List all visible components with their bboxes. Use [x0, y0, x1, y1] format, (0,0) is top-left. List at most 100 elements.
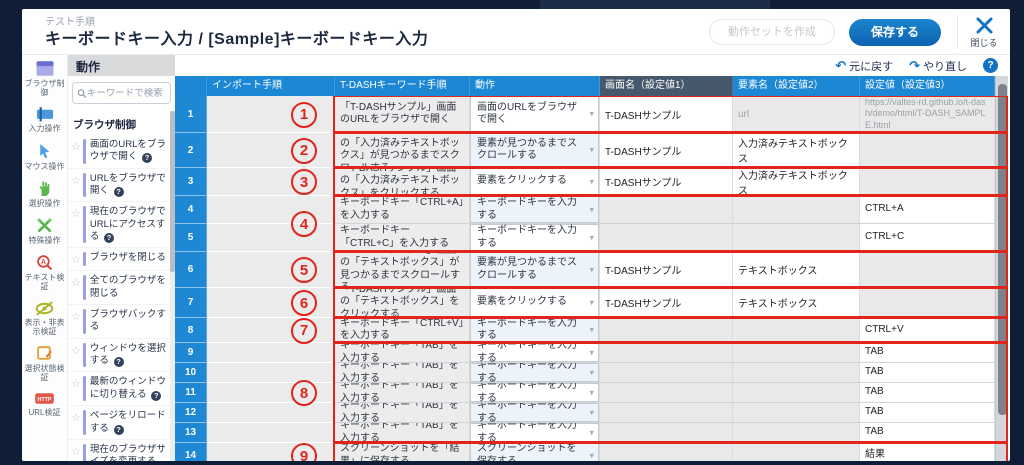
action-select-cell[interactable]: スクリーンショットを保存する: [470, 443, 600, 461]
item-help-icon[interactable]: ?: [113, 187, 124, 198]
action-select-cell[interactable]: 要素が見つかるまでスクロールする: [470, 252, 600, 288]
rail-item-8[interactable]: 選択状態検証: [22, 340, 67, 386]
action-list-item[interactable]: ☆ 現在のブラウザサイズを変更する ?: [68, 440, 170, 461]
rail-item-4[interactable]: 選択操作: [22, 175, 67, 212]
item-help-icon[interactable]: ?: [113, 424, 124, 435]
panel-scrollbar[interactable]: [170, 111, 175, 461]
rail-item-2[interactable]: 入力操作: [22, 101, 67, 137]
screen-name-cell[interactable]: [600, 318, 733, 343]
element-name-cell[interactable]: url: [733, 96, 860, 133]
row-number-cell[interactable]: 5: [175, 224, 207, 252]
action-list-item[interactable]: ☆ ページをリロードする ?: [68, 406, 170, 440]
action-select-cell[interactable]: 要素が見つかるまでスクロールする: [470, 133, 600, 168]
row-number-cell[interactable]: 11: [175, 383, 207, 403]
setting-value-cell[interactable]: CTRL+C: [860, 224, 995, 252]
row-number-cell[interactable]: 1: [175, 96, 207, 133]
favorite-star-icon[interactable]: ☆: [71, 311, 81, 324]
search-input[interactable]: [86, 87, 166, 99]
setting-value-cell[interactable]: TAB: [860, 383, 995, 403]
search-box[interactable]: [72, 82, 171, 104]
action-select-cell[interactable]: 要素をクリックする: [470, 168, 600, 196]
row-number-cell[interactable]: 4: [175, 196, 207, 224]
screen-name-cell[interactable]: T-DASHサンプル: [600, 133, 733, 168]
setting-value-cell[interactable]: https://valtes-rd.github.io/t-dash/demo/…: [860, 96, 995, 133]
column-header-1[interactable]: インポート手順: [207, 76, 335, 96]
create-action-set-button[interactable]: 動作セットを作成: [708, 19, 835, 45]
action-dropdown[interactable]: 要素をクリックする: [470, 168, 599, 195]
help-button[interactable]: ?: [983, 58, 998, 73]
rail-item-3[interactable]: マウス操作: [22, 138, 67, 175]
save-button[interactable]: 保存する: [848, 18, 941, 46]
action-dropdown[interactable]: キーボードキーを入力する: [470, 343, 599, 362]
row-number-cell[interactable]: 3: [175, 168, 207, 196]
column-header-4[interactable]: 画面名（設定値1）: [600, 76, 733, 96]
column-header-6[interactable]: 設定値（設定値3）: [860, 76, 995, 96]
item-help-icon[interactable]: ?: [151, 390, 162, 401]
action-list-item[interactable]: ☆ 最新のウィンドウに切り替える ?: [68, 372, 170, 407]
setting-value-cell[interactable]: TAB: [860, 423, 995, 443]
action-select-cell[interactable]: キーボードキーを入力する: [470, 224, 600, 252]
screen-name-cell[interactable]: T-DASHサンプル: [600, 96, 733, 133]
setting-value-cell[interactable]: 結果: [860, 443, 995, 461]
favorite-star-icon[interactable]: ☆: [71, 208, 81, 221]
row-number-cell[interactable]: 9: [175, 343, 207, 363]
action-select-cell[interactable]: キーボードキーを入力する: [470, 363, 600, 383]
setting-value-cell[interactable]: [860, 252, 995, 288]
row-number-cell[interactable]: 14: [175, 443, 207, 461]
favorite-star-icon[interactable]: ☆: [71, 344, 81, 357]
setting-value-cell[interactable]: [860, 133, 995, 168]
column-header-5[interactable]: 要素名（設定値2）: [733, 76, 860, 96]
close-button[interactable]: 閉じる: [958, 16, 1010, 49]
screen-name-cell[interactable]: [600, 383, 733, 403]
action-dropdown[interactable]: キーボードキーを入力する: [470, 224, 599, 251]
favorite-star-icon[interactable]: ☆: [71, 378, 81, 391]
table-scrollbar[interactable]: [995, 76, 1008, 461]
screen-name-cell[interactable]: [600, 363, 733, 383]
item-help-icon[interactable]: ?: [113, 357, 124, 368]
rail-item-5[interactable]: 特殊操作: [22, 212, 67, 249]
screen-name-cell[interactable]: [600, 423, 733, 443]
element-name-cell[interactable]: [733, 383, 860, 403]
element-name-cell[interactable]: [733, 403, 860, 423]
action-select-cell[interactable]: キーボードキーを入力する: [470, 403, 600, 423]
screen-name-cell[interactable]: T-DASHサンプル: [600, 252, 733, 288]
action-list-item[interactable]: ☆ ブラウザバックする: [68, 305, 170, 339]
screen-name-cell[interactable]: [600, 224, 733, 252]
row-number-cell[interactable]: 6: [175, 252, 207, 288]
favorite-star-icon[interactable]: ☆: [71, 412, 81, 425]
action-select-cell[interactable]: キーボードキーを入力する: [470, 196, 600, 224]
action-list-item[interactable]: ☆ ウィンドウを選択する ?: [68, 339, 170, 373]
action-dropdown[interactable]: 要素が見つかるまでスクロールする: [470, 133, 599, 167]
element-name-cell[interactable]: [733, 318, 860, 343]
item-help-icon[interactable]: ?: [142, 153, 153, 164]
action-dropdown[interactable]: キーボードキーを入力する: [470, 318, 599, 342]
action-select-cell[interactable]: キーボードキーを入力する: [470, 423, 600, 443]
row-number-cell[interactable]: 13: [175, 423, 207, 443]
item-help-icon[interactable]: ?: [104, 233, 115, 244]
action-list-item[interactable]: ☆ 全てのブラウザを閉じる: [68, 271, 170, 306]
undo-button[interactable]: ↶ 元に戻す: [835, 57, 894, 73]
action-select-cell[interactable]: 要素をクリックする: [470, 288, 600, 318]
row-number-cell[interactable]: 7: [175, 288, 207, 318]
action-dropdown[interactable]: スクリーンショットを保存する: [470, 443, 599, 461]
screen-name-cell[interactable]: [600, 443, 733, 461]
element-name-cell[interactable]: [733, 224, 860, 252]
action-select-cell[interactable]: キーボードキーを入力する: [470, 343, 600, 363]
screen-name-cell[interactable]: [600, 343, 733, 363]
action-dropdown[interactable]: 要素をクリックする: [470, 288, 599, 317]
element-name-cell[interactable]: [733, 443, 860, 461]
element-name-cell[interactable]: 入力済みテキストボックス: [733, 168, 860, 196]
screen-name-cell[interactable]: [600, 403, 733, 423]
row-number-cell[interactable]: 10: [175, 363, 207, 383]
action-list-item[interactable]: ☆ 現在のブラウザでURLにアクセスする ?: [68, 202, 170, 249]
element-name-cell[interactable]: [733, 196, 860, 224]
setting-value-cell[interactable]: CTRL+A: [860, 196, 995, 224]
action-dropdown[interactable]: キーボードキーを入力する: [470, 363, 599, 382]
screen-name-cell[interactable]: T-DASHサンプル: [600, 288, 733, 318]
action-list-item[interactable]: ☆ URLをブラウザで開く ?: [68, 169, 170, 203]
action-dropdown[interactable]: キーボードキーを入力する: [470, 196, 599, 223]
action-dropdown[interactable]: 画面のURLをブラウザで開く: [470, 96, 599, 132]
setting-value-cell[interactable]: [860, 288, 995, 318]
redo-button[interactable]: ↷ やり直し: [909, 57, 967, 73]
favorite-star-icon[interactable]: ☆: [71, 445, 81, 458]
